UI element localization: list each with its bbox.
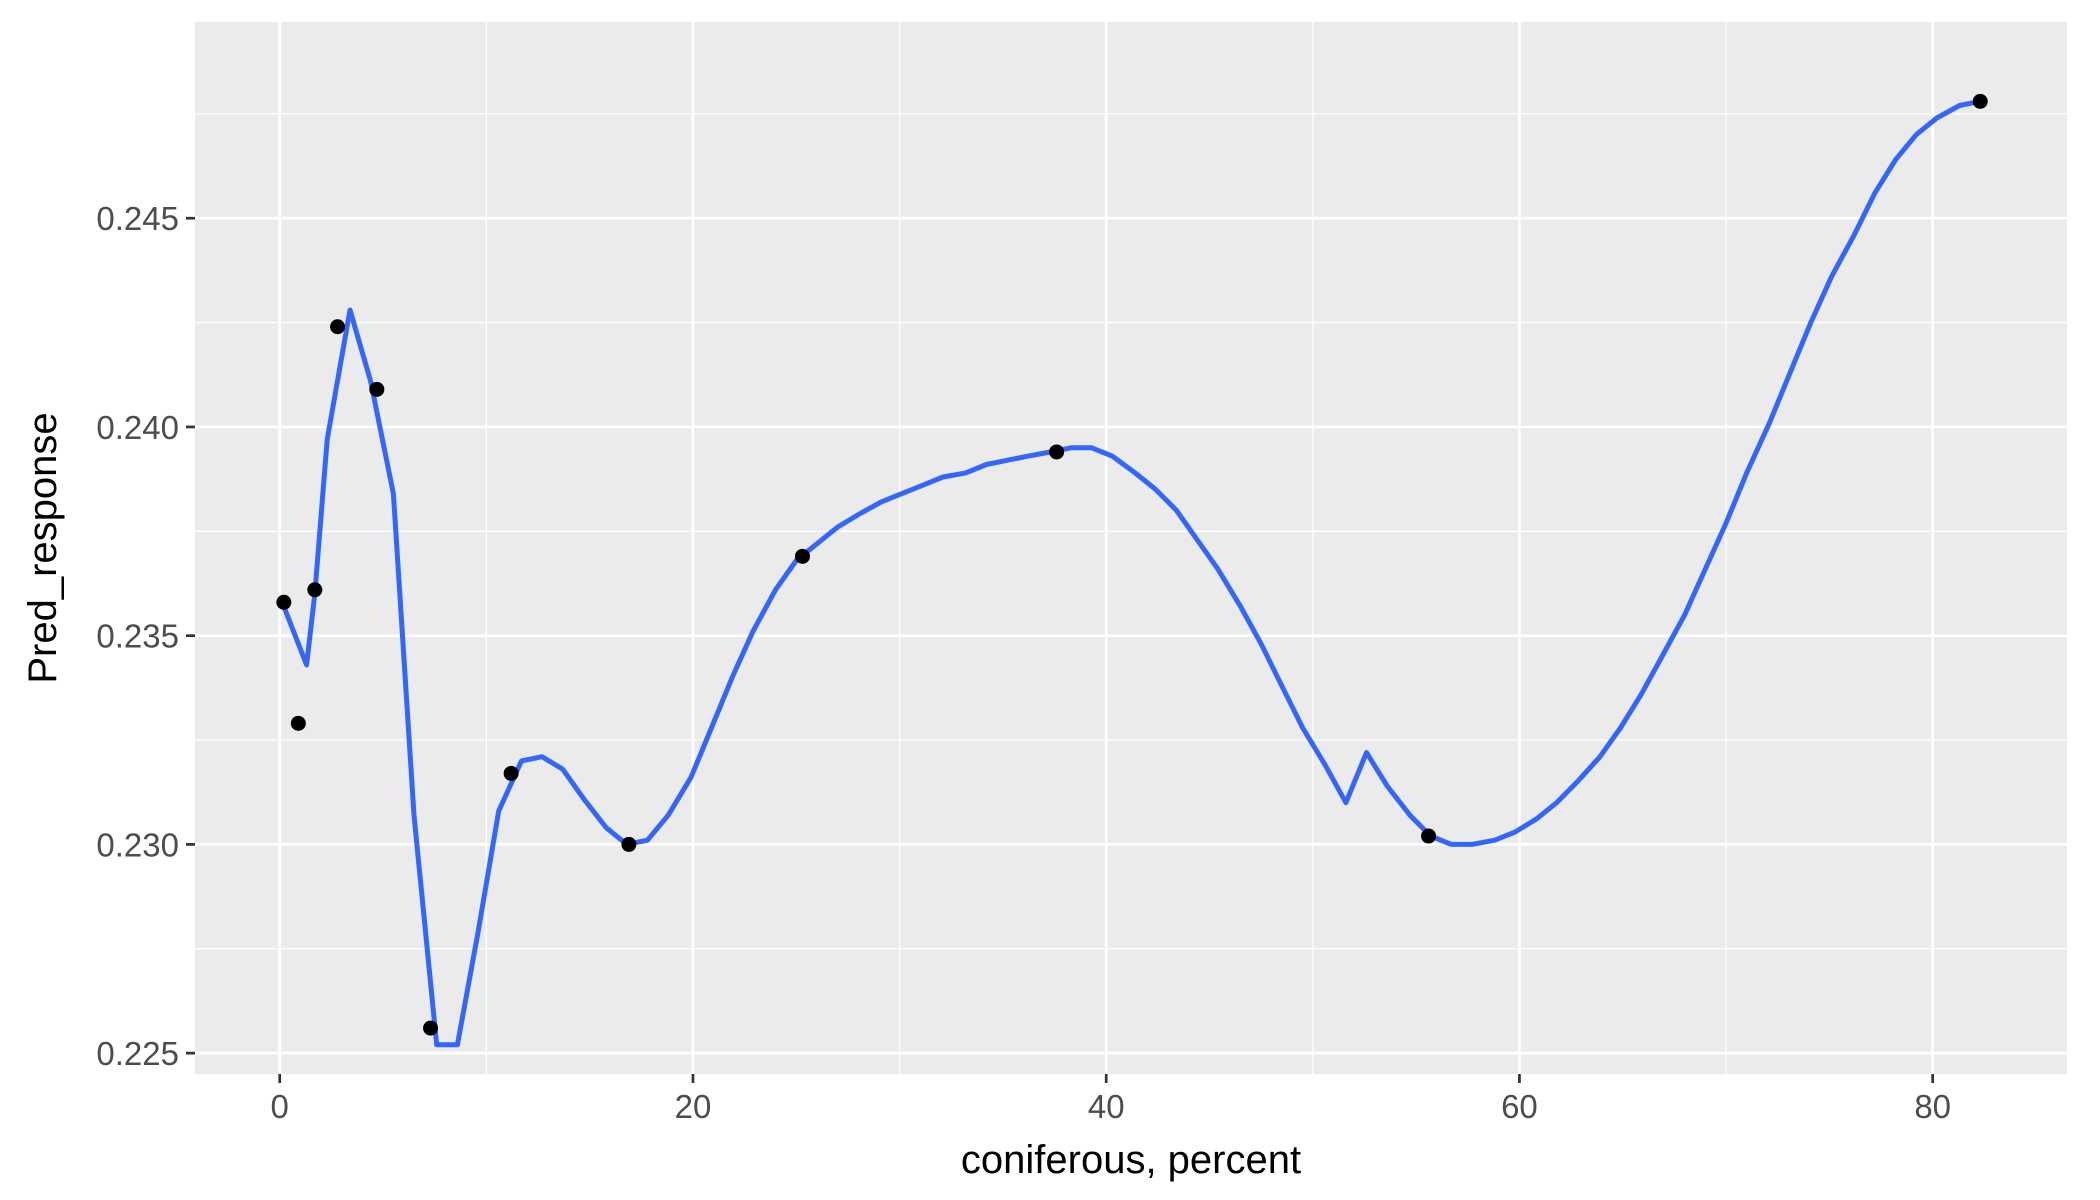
major-gridlines [195, 22, 2067, 1074]
series-layer [281, 98, 1983, 1048]
x-tick-label: 40 [1088, 1088, 1125, 1125]
y-tick-label: 0.235 [96, 618, 179, 655]
data-point [369, 381, 385, 397]
data-point [1421, 828, 1437, 844]
points-layer [276, 93, 1988, 1036]
minor-gridlines [195, 22, 2067, 1074]
data-point [330, 319, 346, 335]
y-tick-label: 0.225 [96, 1035, 179, 1072]
y-tick-label: 0.240 [96, 409, 179, 446]
data-point [794, 548, 810, 564]
y-axis-title: Pred_response [21, 412, 65, 683]
data-point [621, 836, 637, 852]
x-tick-label: 60 [1501, 1088, 1538, 1125]
x-axis-title: coniferous, percent [961, 1138, 1301, 1182]
series-line [281, 98, 1983, 1048]
data-point [1049, 444, 1065, 460]
y-tick-label: 0.230 [96, 826, 179, 863]
y-axis-ticks: 0.225 0.230 0.235 0.240 0.245 [96, 200, 195, 1072]
data-point [423, 1020, 439, 1036]
data-point [290, 715, 306, 731]
x-tick-label: 20 [675, 1088, 712, 1125]
data-point [503, 765, 519, 781]
y-tick-label: 0.245 [96, 200, 179, 237]
plot-panel [195, 22, 2067, 1074]
data-point [276, 594, 292, 610]
x-tick-label: 0 [271, 1088, 289, 1125]
x-tick-label: 80 [1914, 1088, 1951, 1125]
data-point [307, 582, 323, 598]
data-point [1972, 93, 1988, 109]
x-axis-ticks: 0 20 40 60 80 [271, 1074, 1951, 1125]
